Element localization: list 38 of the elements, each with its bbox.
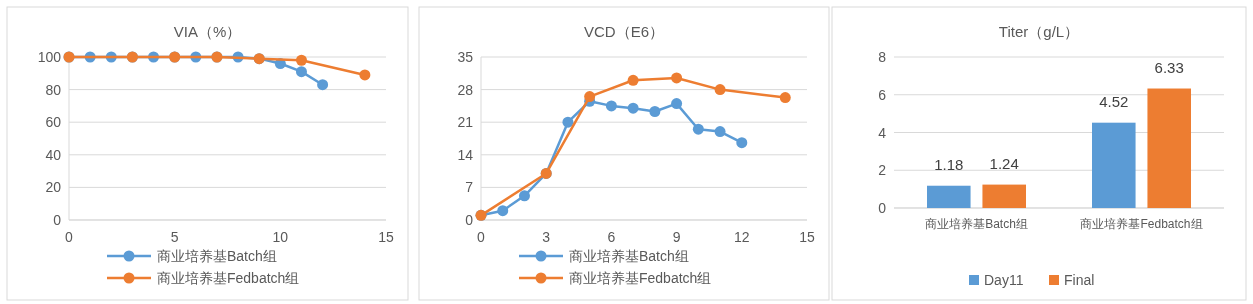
data-label: 6.33 [1154,58,1184,76]
chart-title: Titer（g/L） [998,23,1080,40]
data-label: 1.24 [989,154,1019,172]
y-tick-label: 100 [37,49,62,65]
y-tick-label: 60 [45,114,62,131]
x-tick-label: 0 [65,229,74,245]
y-tick-label: 6 [878,86,887,103]
x-tick-label: 5 [170,229,179,245]
y-tick-label: 35 [457,49,474,65]
y-tick-label: 20 [45,179,62,196]
x-tick-label: 9 [672,229,681,245]
y-tick-label: 0 [878,200,887,216]
x-tick-label: 6 [607,229,616,245]
y-tick-label: 8 [878,49,887,65]
y-tick-label: 7 [465,179,474,196]
legend-label: 商业培养基Fedbatch组 [157,270,300,286]
y-tick-label: 28 [457,81,474,98]
x-tick-label: 15 [378,229,394,245]
x-tick-label: 3 [542,229,551,245]
y-tick-label: 40 [45,146,62,163]
data-label: 4.52 [1099,92,1129,110]
chart-title: VIA（%） [173,23,242,40]
legend-label: 商业培养基Batch组 [157,248,277,264]
y-tick-label: 2 [878,162,887,179]
chart-title: VCD（E6） [583,23,665,40]
x-tick-label: 15 [799,229,815,245]
x-tick-label: 12 [734,229,750,245]
y-tick-label: 4 [878,124,887,141]
y-tick-label: 21 [457,114,474,131]
legend-label: Final [1064,272,1095,288]
legend-label: Day11 [984,272,1024,288]
legend-label: 商业培养基Batch组 [569,248,689,264]
legend-label: 商业培养基Fedbatch组 [569,270,712,286]
data-label: 1.18 [934,155,964,173]
y-tick-label: 80 [45,81,62,98]
x-tick-label: 10 [272,229,289,245]
y-tick-label: 14 [457,146,474,163]
x-tick-label: 0 [477,229,486,245]
